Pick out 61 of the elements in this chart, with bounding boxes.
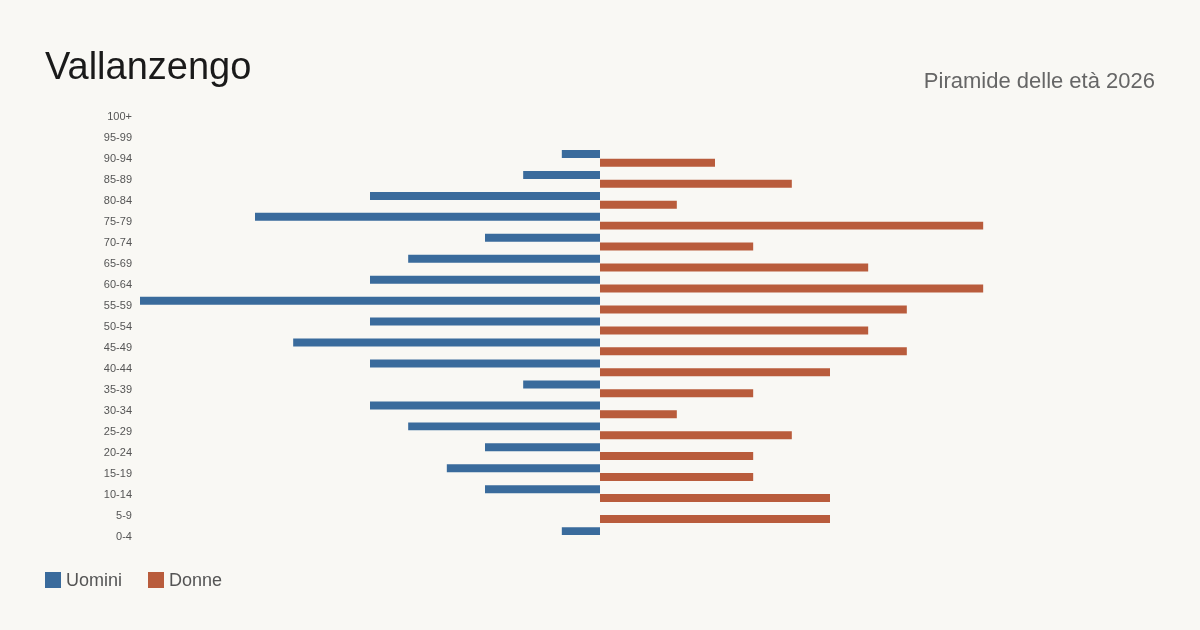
bar <box>600 326 869 335</box>
y-tick-label: 45-49 <box>103 340 132 353</box>
legend-label: Donne <box>169 570 223 590</box>
bar <box>408 254 600 263</box>
bar <box>446 464 600 473</box>
bar <box>600 263 869 272</box>
bar <box>600 242 754 251</box>
bar <box>485 485 600 494</box>
y-tick-label: 15-19 <box>103 466 132 479</box>
y-tick-label: 5-9 <box>116 508 132 521</box>
bar <box>600 200 677 209</box>
bar <box>600 452 754 461</box>
bar <box>600 368 830 377</box>
bar <box>370 191 600 200</box>
y-tick-label: 95-99 <box>103 131 132 144</box>
bar <box>523 380 600 389</box>
y-tick-label: 30-34 <box>103 403 132 416</box>
bar <box>600 305 907 314</box>
y-tick-label: 90-94 <box>103 152 132 165</box>
y-tick-label: 10-14 <box>103 487 132 500</box>
bar <box>600 389 754 398</box>
bar <box>600 284 984 293</box>
y-tick-label: 80-84 <box>103 194 132 207</box>
bar <box>370 401 600 410</box>
bar <box>485 233 600 242</box>
bar <box>600 514 830 523</box>
y-tick-label: 40-44 <box>103 361 132 374</box>
text: Piramide delle età 2026 <box>923 67 1156 93</box>
bar <box>600 494 830 502</box>
y-tick-label: 35-39 <box>103 382 132 395</box>
chart-title: Vallanzengo <box>45 45 252 87</box>
bar <box>293 338 600 347</box>
bar <box>561 527 600 536</box>
legend-label: Uomini <box>66 570 123 590</box>
bar <box>600 410 677 419</box>
y-tick-label: 70-74 <box>103 236 132 249</box>
bar <box>600 431 792 440</box>
bar <box>370 275 600 284</box>
bar <box>140 296 600 305</box>
bar <box>600 347 907 356</box>
bar <box>600 179 792 188</box>
y-tick-label: 0-4 <box>116 529 132 542</box>
y-tick-label: 65-69 <box>103 257 132 270</box>
y-tick-label: 60-64 <box>103 278 132 291</box>
bar <box>600 158 715 167</box>
bar <box>485 443 600 452</box>
y-tick-label: 85-89 <box>103 173 132 186</box>
y-tick-label: 50-54 <box>103 320 132 332</box>
bar <box>523 170 600 179</box>
bar <box>600 221 984 230</box>
y-tick-label: 55-59 <box>103 299 132 312</box>
y-tick-label: 100+ <box>107 110 132 123</box>
y-tick-label: 75-79 <box>103 215 132 228</box>
bar <box>255 212 600 221</box>
bar <box>408 422 600 431</box>
y-tick-label: 20-24 <box>103 445 132 458</box>
bar <box>370 317 600 326</box>
bar <box>561 150 600 158</box>
y-tick-label: 25-29 <box>103 424 132 437</box>
bar <box>370 359 600 368</box>
bar <box>600 473 754 482</box>
